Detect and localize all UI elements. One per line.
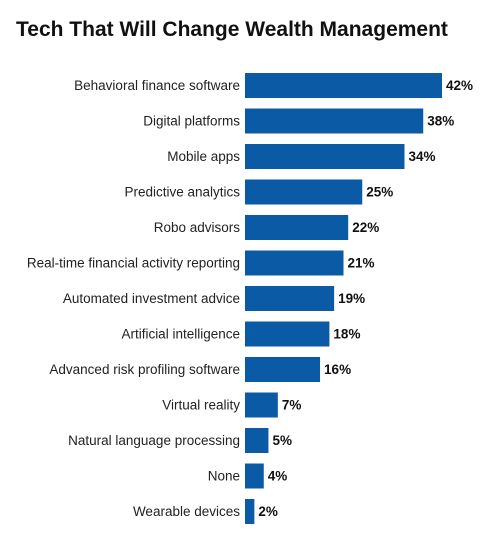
category-label: Digital platforms	[143, 114, 240, 129]
category-label: Advanced risk profiling software	[49, 362, 240, 377]
value-label: 2%	[258, 504, 278, 519]
bar	[245, 357, 321, 382]
value-label: 16%	[324, 362, 351, 377]
value-label: 21%	[348, 256, 375, 271]
value-label: 38%	[427, 114, 454, 129]
value-label: 34%	[408, 149, 435, 164]
bar	[245, 250, 344, 276]
value-label: 7%	[282, 398, 302, 413]
bar	[245, 428, 269, 453]
value-label: 5%	[272, 433, 292, 448]
value-label: 19%	[338, 291, 365, 306]
value-label: 4%	[268, 469, 288, 484]
category-label: Virtual reality	[162, 398, 240, 413]
bar	[245, 73, 442, 98]
bar	[245, 144, 405, 169]
category-label: Mobile apps	[167, 149, 240, 164]
category-label: Real-time financial activity reporting	[27, 256, 240, 271]
category-label: Natural language processing	[68, 433, 240, 448]
value-label: 25%	[366, 185, 393, 200]
category-label: Robo advisors	[154, 220, 241, 235]
value-label: 18%	[333, 327, 360, 342]
bar	[245, 499, 255, 524]
bar	[245, 463, 264, 489]
value-label: 42%	[446, 78, 473, 93]
category-label: Predictive analytics	[124, 185, 240, 200]
bar	[245, 179, 363, 205]
bar	[245, 321, 330, 347]
bar	[245, 286, 335, 311]
bar	[245, 108, 424, 134]
category-label: Behavioral finance software	[74, 78, 240, 93]
chart-title: Tech That Will Change Wealth Management	[16, 18, 448, 41]
category-label: Artificial intelligence	[121, 327, 240, 342]
bar	[245, 215, 349, 240]
category-label: None	[208, 469, 240, 484]
category-label: Wearable devices	[133, 504, 240, 519]
category-label: Automated investment advice	[63, 291, 240, 306]
value-label: 22%	[352, 220, 379, 235]
bar	[245, 392, 278, 418]
